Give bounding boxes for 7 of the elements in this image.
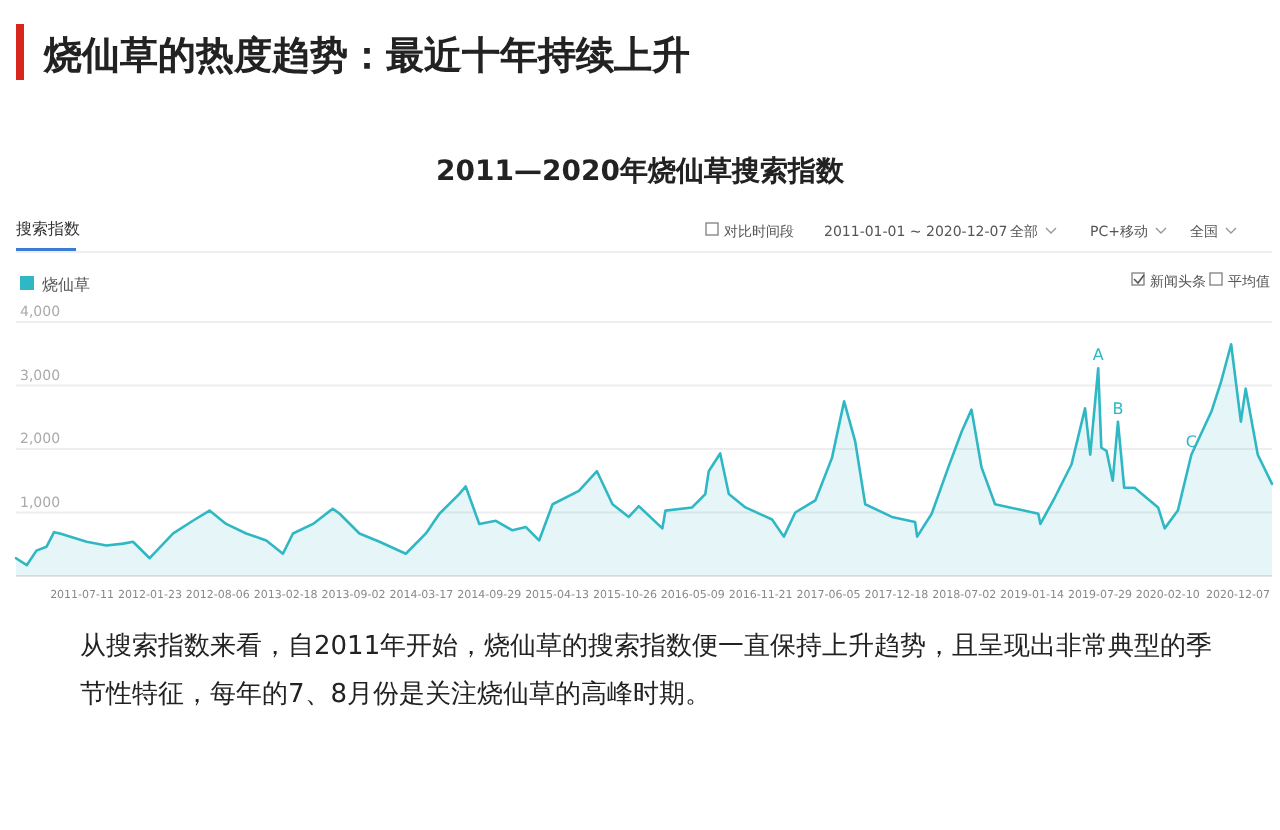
text: 搜索指数 [16,220,80,238]
annotation: A [1092,346,1105,365]
text: 从搜索指数来看，自2011年开始，烧仙草的搜索指数便一直保持上升趋势，且呈现出非常典型的季节性特征，每年的7、8月份是关注烧仙草的高峰时期。 [80,630,1215,714]
chart-title: 烧仙草的热度趋势：最近十年持续上升 [42,34,690,78]
chart-subtitle: 2011—2020年烧仙草搜索指数 [436,156,846,188]
annotation: B [1112,399,1124,418]
legend-label: 烧仙草 [42,276,90,294]
